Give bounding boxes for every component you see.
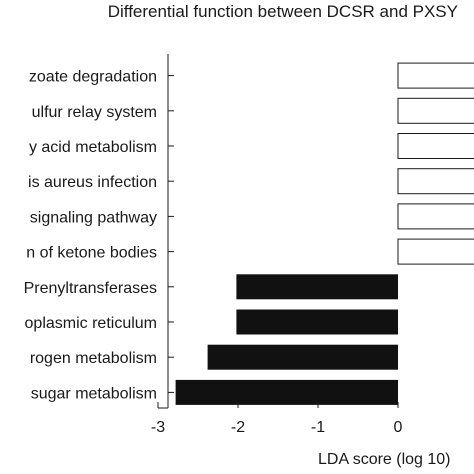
bar	[397, 62, 474, 89]
category-label: sugar metabolism	[31, 385, 157, 402]
bar	[207, 344, 398, 370]
category-label: y acid metabolism	[29, 139, 157, 156]
chart-title: Differential function between DCSR and P…	[108, 2, 458, 21]
category-label: is aureus infection	[28, 174, 157, 191]
category-label: signaling pathway	[30, 209, 157, 226]
bar	[397, 203, 474, 230]
bar	[236, 274, 398, 300]
x-tick-label: 0	[394, 419, 403, 436]
category-label: ulfur relay system	[32, 104, 157, 121]
x-tick-label: -3	[151, 419, 165, 436]
category-label: oplasmic reticulum	[25, 315, 157, 332]
bar	[236, 309, 398, 335]
category-label: n of ketone bodies	[26, 245, 157, 262]
bar	[397, 97, 474, 124]
plot-area: zoate degradation ulfur relay system y aci…	[24, 54, 474, 436]
bar	[397, 168, 474, 195]
category-label: rogen metabolism	[30, 350, 157, 367]
bar	[175, 379, 398, 405]
x-axis-label: LDA score (log 10)	[318, 451, 451, 468]
bar	[397, 238, 474, 265]
category-label: zoate degradation	[29, 69, 157, 86]
x-tick-label: -1	[311, 419, 325, 436]
x-tick-label: -2	[231, 419, 245, 436]
bar	[397, 133, 474, 159]
category-label: Prenyltransferases	[24, 280, 157, 297]
